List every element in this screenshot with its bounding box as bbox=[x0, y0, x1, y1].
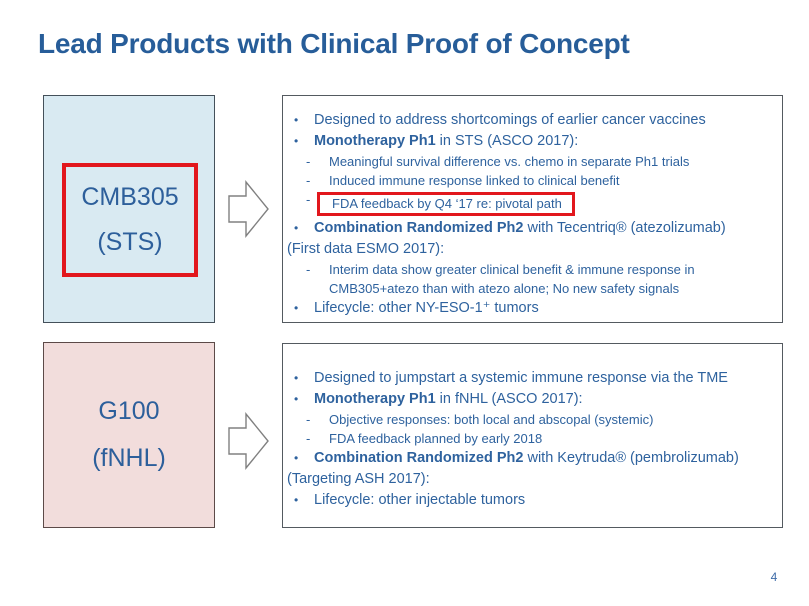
sub-bullet-item-highlighted: - FDA feedback by Q4 ‘17 re: pivotal pat… bbox=[283, 190, 774, 218]
bullet-text: Lifecycle: other injectable tumors bbox=[314, 492, 526, 508]
right-block-arrow-icon bbox=[228, 412, 269, 470]
bullet-icon: • bbox=[294, 371, 299, 385]
bullet-icon: • bbox=[294, 221, 299, 235]
bullet-text: Monotherapy Ph1 in fNHL (ASCO 2017): bbox=[314, 389, 583, 410]
sub-bullet-item: - Interim data show greater clinical ben… bbox=[283, 260, 774, 279]
bullet-icon: • bbox=[294, 493, 299, 507]
bullet-text: Lifecycle: other NY-ESO-1⁺ tumors bbox=[314, 300, 539, 316]
detail-box-g100: • Designed to jumpstart a systemic immun… bbox=[282, 343, 783, 528]
plain-line: (First data ESMO 2017): bbox=[287, 241, 445, 257]
bullet-item: • Lifecycle: other injectable tumors bbox=[283, 490, 774, 511]
bullet-text-bold: Monotherapy Ph1 bbox=[314, 133, 436, 149]
page-number: 4 bbox=[770, 570, 778, 584]
bullet-icon: • bbox=[294, 392, 299, 406]
dash-icon: - bbox=[306, 262, 311, 277]
product-box-cmb305: CMB305 (STS) bbox=[43, 95, 215, 323]
bullet-icon: • bbox=[294, 134, 299, 148]
product-box-g100: G100 (fNHL) bbox=[43, 342, 215, 528]
product-name: G100 bbox=[98, 397, 160, 425]
dash-icon: - bbox=[306, 173, 311, 188]
sub-bullet-text: Meaningful survival difference vs. chemo… bbox=[329, 154, 690, 169]
sub-bullet-text: FDA feedback planned by early 2018 bbox=[329, 431, 543, 446]
product-indication: (fNHL) bbox=[92, 444, 166, 472]
product-label-g100: G100 (fNHL) bbox=[92, 399, 166, 471]
plain-line: (Targeting ASH 2017): bbox=[287, 471, 430, 487]
sub-bullet-text: Induced immune response linked to clinic… bbox=[329, 173, 620, 188]
sub-bullet-item: - Meaningful survival difference vs. che… bbox=[283, 152, 774, 171]
bullet-icon: • bbox=[294, 301, 299, 315]
sub-bullet-item: - FDA feedback planned by early 2018 bbox=[283, 429, 774, 448]
highlight-frame-cmb305: CMB305 (STS) bbox=[62, 163, 198, 277]
sub-bullet-item: - Objective responses: both local and ab… bbox=[283, 410, 774, 429]
bullet-item: • Monotherapy Ph1 in fNHL (ASCO 2017): bbox=[283, 389, 774, 410]
bullet-text-bold: Combination Randomized Ph2 bbox=[314, 220, 524, 236]
bullet-item: • Designed to address shortcomings of ea… bbox=[283, 110, 774, 131]
bullet-text: Designed to address shortcomings of earl… bbox=[314, 112, 706, 128]
red-highlight-frame: FDA feedback by Q4 ‘17 re: pivotal path bbox=[317, 192, 575, 216]
detail-box-cmb305: • Designed to address shortcomings of ea… bbox=[282, 95, 783, 323]
bullet-text: Monotherapy Ph1 in STS (ASCO 2017): bbox=[314, 131, 578, 152]
sub-bullet-text: Objective responses: both local and absc… bbox=[329, 412, 654, 427]
dash-icon: - bbox=[306, 192, 311, 207]
bullet-item: • Combination Randomized Ph2 with Keytru… bbox=[283, 448, 774, 469]
right-block-arrow-icon bbox=[228, 180, 269, 238]
sub-bullet-text: Interim data show greater clinical benef… bbox=[329, 262, 695, 277]
bullet-icon: • bbox=[294, 451, 299, 465]
bullet-item: • Monotherapy Ph1 in STS (ASCO 2017): bbox=[283, 131, 774, 152]
bullet-text: Designed to jumpstart a systemic immune … bbox=[314, 370, 728, 386]
slide-title: Lead Products with Clinical Proof of Con… bbox=[38, 28, 630, 59]
product-name: CMB305 bbox=[81, 183, 179, 211]
bullet-text-rest: with Tecentriq® (atezolizumab) bbox=[523, 220, 726, 236]
bullet-item: • Designed to jumpstart a systemic immun… bbox=[283, 368, 774, 389]
bullet-text-rest: in STS (ASCO 2017): bbox=[435, 133, 579, 149]
dash-icon: - bbox=[306, 412, 311, 427]
bullet-text-bold: Monotherapy Ph1 bbox=[314, 391, 436, 407]
bullet-text: Combination Randomized Ph2 with Keytruda… bbox=[314, 448, 739, 469]
bullet-text-rest: with Keytruda® (pembrolizumab) bbox=[523, 450, 739, 466]
product-indication: (STS) bbox=[97, 228, 163, 256]
dash-icon: - bbox=[306, 154, 311, 169]
bullet-text-bold: Combination Randomized Ph2 bbox=[314, 450, 524, 466]
dash-icon: - bbox=[306, 431, 311, 446]
bullet-text: Combination Randomized Ph2 with Tecentri… bbox=[314, 218, 726, 239]
sub-bullet-item: - Induced immune response linked to clin… bbox=[283, 171, 774, 190]
bullet-icon: • bbox=[294, 113, 299, 127]
bullet-item: • Combination Randomized Ph2 with Tecent… bbox=[283, 218, 774, 239]
bullet-item: • Lifecycle: other NY-ESO-1⁺ tumors bbox=[283, 298, 774, 319]
bullet-text-rest: in fNHL (ASCO 2017): bbox=[435, 391, 583, 407]
sub-bullet-continuation: CMB305+atezo than with atezo alone; No n… bbox=[329, 281, 680, 296]
